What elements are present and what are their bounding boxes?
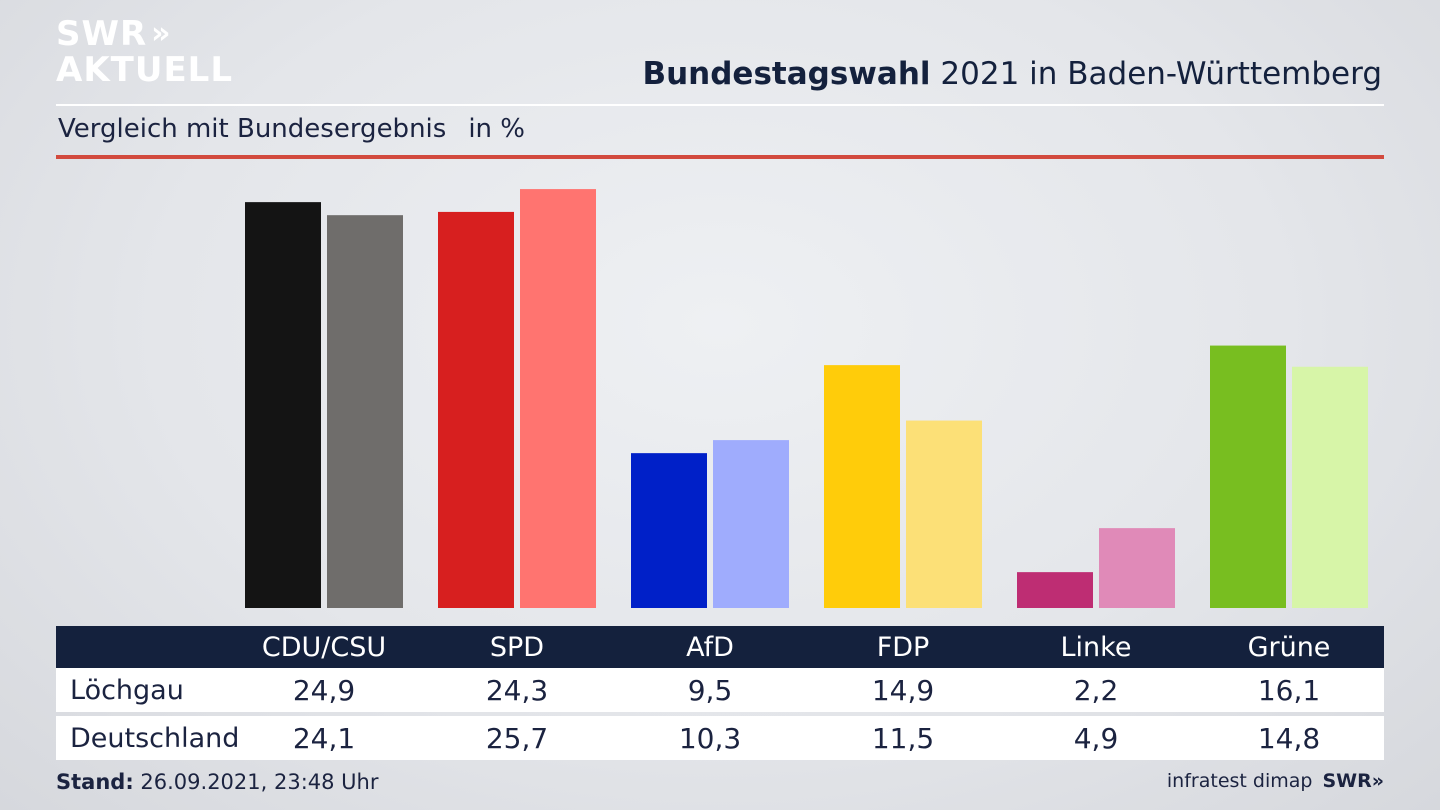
logo-line2: AKTUELL bbox=[56, 50, 234, 90]
value-linke-l-chgau: 2,2 bbox=[1073, 673, 1119, 707]
bar-linke-deutschland bbox=[1099, 528, 1175, 608]
row-label-national: Deutschland bbox=[70, 722, 240, 754]
subtitle-text: Vergleich mit Bundesergebnis bbox=[58, 114, 447, 144]
timestamp-value: 26.09.2021, 23:48 Uhr bbox=[133, 770, 379, 794]
source-text: infratest dimap bbox=[1166, 770, 1313, 792]
source-brand: SWR» bbox=[1322, 770, 1384, 792]
bar-fdp-l-chgau bbox=[824, 365, 900, 608]
bar-gr-ne-deutschland bbox=[1292, 366, 1368, 608]
accent-divider bbox=[56, 155, 1384, 159]
bar-spd-deutschland bbox=[520, 189, 596, 608]
bar-cdu-csu-l-chgau bbox=[245, 202, 321, 608]
timestamp-label: Stand: bbox=[56, 770, 134, 794]
value-linke-deutschland: 4,9 bbox=[1073, 721, 1119, 755]
table-header-row: CDU/CSU SPD AfD FDP Linke Grüne bbox=[56, 626, 1384, 668]
bar-spd-l-chgau bbox=[438, 211, 514, 608]
value-spd-deutschland: 25,7 bbox=[485, 721, 549, 755]
timestamp: Stand: 26.09.2021, 23:48 Uhr bbox=[56, 770, 379, 794]
value-afd-deutschland: 10,3 bbox=[678, 721, 742, 755]
header-afd: AfD bbox=[686, 631, 734, 663]
subtitle: Vergleich mit Bundesergebnis in % bbox=[58, 114, 525, 144]
bar-cdu-csu-deutschland bbox=[327, 215, 403, 609]
header-spd: SPD bbox=[489, 631, 545, 663]
table-row-local: Löchgau 24,9 24,3 9,5 14,9 2,2 16,1 bbox=[56, 668, 1384, 712]
bar-gr-ne-l-chgau bbox=[1210, 345, 1286, 608]
value-cdu-csu-l-chgau: 24,9 bbox=[292, 673, 356, 707]
value-cdu-csu-deutschland: 24,1 bbox=[292, 721, 356, 755]
value-afd-l-chgau: 9,5 bbox=[687, 673, 733, 707]
page-title: Bundestagswahl 2021 in Baden-Württemberg bbox=[642, 56, 1382, 92]
bar-chart bbox=[245, 189, 1368, 609]
subtitle-unit: in % bbox=[468, 114, 525, 144]
bar-afd-l-chgau bbox=[631, 453, 707, 608]
title-rest: 2021 in Baden-Württemberg bbox=[930, 56, 1382, 92]
header-fdp: FDP bbox=[876, 631, 930, 663]
value-fdp-deutschland: 11,5 bbox=[871, 721, 935, 755]
table-row-national: Deutschland 24,1 25,7 10,3 11,5 4,9 14,8 bbox=[56, 716, 1384, 760]
bar-afd-deutschland bbox=[713, 440, 789, 608]
value-fdp-l-chgau: 14,9 bbox=[871, 673, 935, 707]
value-spd-l-chgau: 24,3 bbox=[485, 673, 549, 707]
bar-fdp-deutschland bbox=[906, 420, 982, 608]
bar-linke-l-chgau bbox=[1017, 572, 1093, 608]
value-gr-ne-deutschland: 14,8 bbox=[1257, 721, 1321, 755]
header-linke: Linke bbox=[1060, 631, 1132, 663]
source: infratest dimap SWR» bbox=[1167, 770, 1384, 792]
logo-line1: SWR bbox=[56, 14, 148, 54]
value-gr-ne-l-chgau: 16,1 bbox=[1257, 673, 1321, 707]
header-cdu-csu: CDU/CSU bbox=[261, 631, 387, 663]
title-divider bbox=[56, 104, 1384, 106]
header-gr-ne: Grüne bbox=[1247, 631, 1331, 663]
row-label-local: Löchgau bbox=[70, 674, 184, 706]
title-bold: Bundestagswahl bbox=[642, 56, 931, 92]
results-table: CDU/CSU SPD AfD FDP Linke Grüne Löchgau 24,9 2… bbox=[56, 626, 1384, 760]
swr-aktuell-logo: SWR» AKTUELL bbox=[56, 16, 233, 88]
